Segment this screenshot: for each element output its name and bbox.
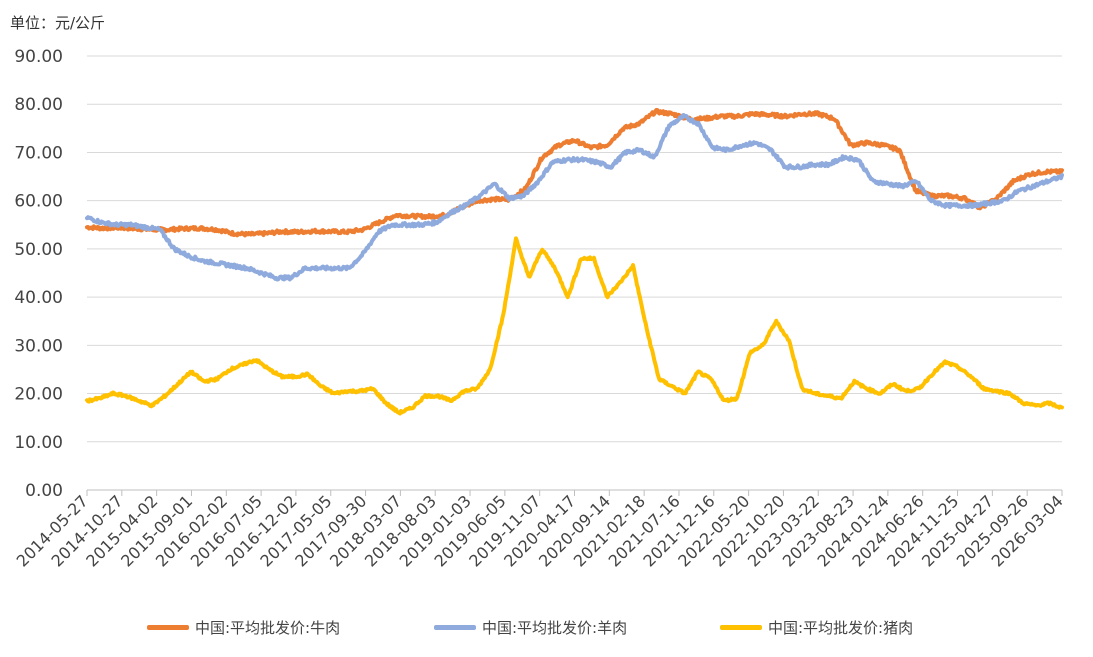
unit-label: 单位：元/公斤 bbox=[10, 14, 106, 32]
legend-label: 中国:平均批发价:牛肉 bbox=[195, 619, 341, 637]
legend-swatch bbox=[147, 625, 189, 630]
legend-swatch bbox=[720, 625, 762, 630]
y-tick-label: 80.00 bbox=[14, 95, 63, 115]
series-line bbox=[85, 236, 1064, 416]
y-tick-label: 40.00 bbox=[14, 288, 63, 308]
y-tick-label: 60.00 bbox=[14, 192, 63, 212]
series-line bbox=[85, 113, 1064, 282]
legend-label: 中国:平均批发价:羊肉 bbox=[482, 619, 628, 637]
legend-swatch bbox=[434, 625, 476, 630]
y-tick-label: 50.00 bbox=[14, 240, 63, 260]
series-line bbox=[85, 107, 1064, 238]
legend-item: 中国:平均批发价:牛肉 bbox=[147, 617, 340, 638]
legend-label: 中国:平均批发价:猪肉 bbox=[768, 619, 914, 637]
y-tick-label: 0.00 bbox=[25, 481, 63, 501]
legend-item: 中国:平均批发价:羊肉 bbox=[434, 617, 627, 638]
legend-item: 中国:平均批发价:猪肉 bbox=[720, 617, 913, 638]
legend: 中国:平均批发价:牛肉 中国:平均批发价:羊肉 中国:平均批发价:猪肉 bbox=[0, 617, 1093, 641]
y-tick-label: 10.00 bbox=[14, 433, 63, 453]
y-tick-label: 90.00 bbox=[14, 47, 63, 67]
y-tick-label: 20.00 bbox=[14, 385, 63, 405]
plot-area: 0.00 10.00 20.00 30.00 40.00 50.00 60.00 70.00 8… bbox=[13, 47, 1067, 571]
y-tick-label: 70.00 bbox=[14, 143, 63, 163]
y-tick-label: 30.00 bbox=[14, 336, 63, 356]
